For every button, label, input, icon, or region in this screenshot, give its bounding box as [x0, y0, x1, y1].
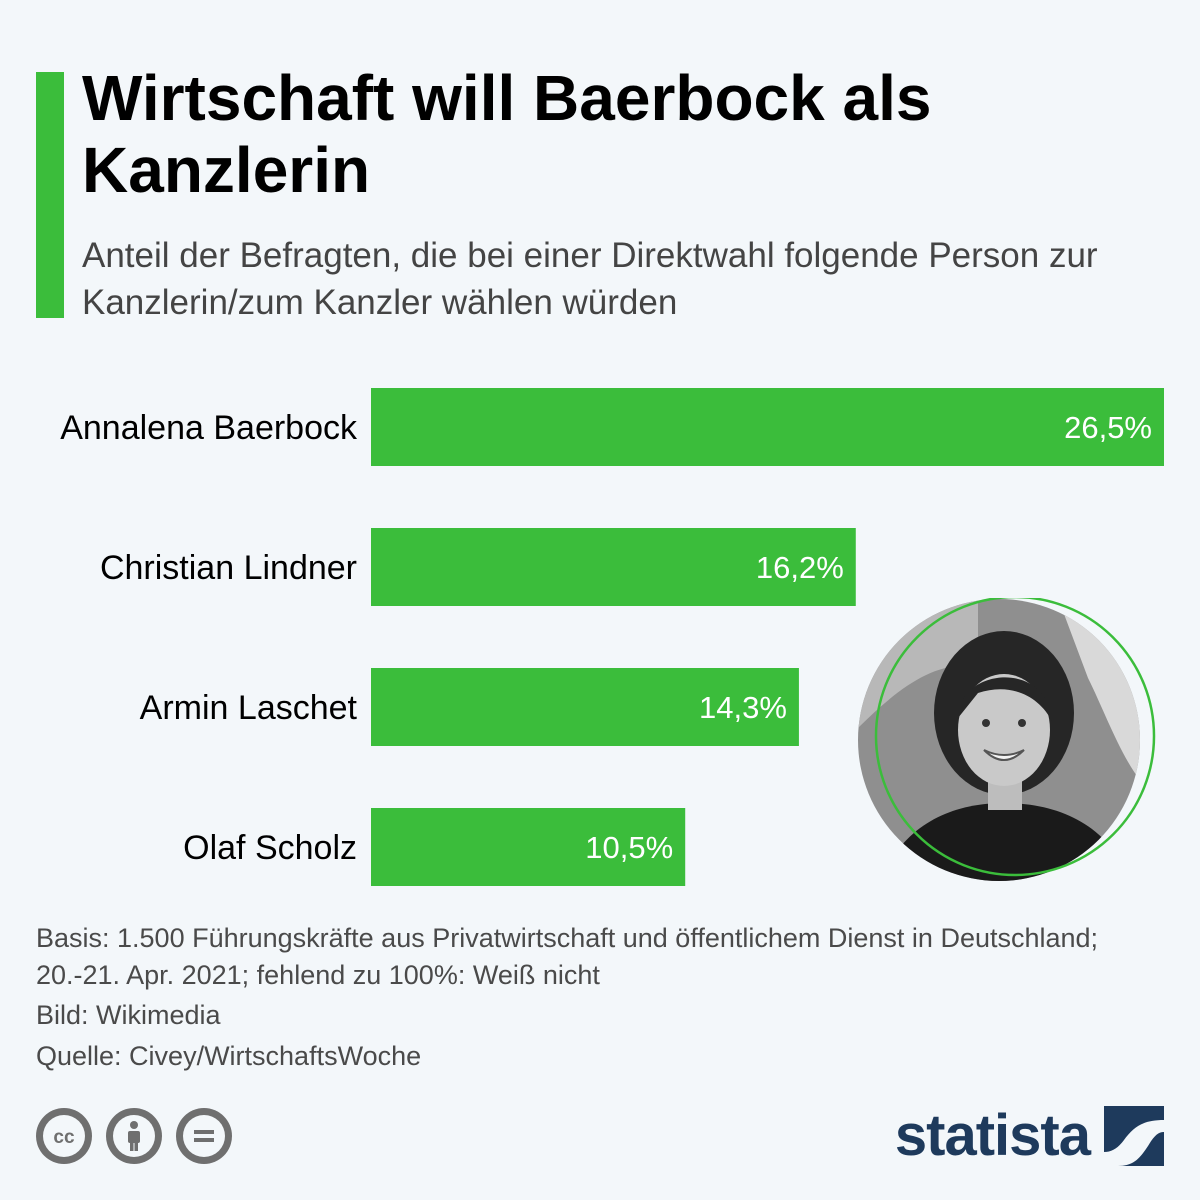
category-label: Annalena Baerbock — [60, 409, 358, 447]
brand-name: statista — [894, 1103, 1091, 1168]
no-derivatives-icon[interactable] — [176, 1108, 232, 1164]
basis-note: Basis: 1.500 Führungskräfte aus Privatwi… — [36, 923, 1099, 990]
category-label: Armin Laschet — [140, 689, 358, 727]
statista-logo[interactable]: statista — [895, 1102, 1164, 1169]
bar — [371, 528, 856, 606]
category-label: Olaf Scholz — [183, 829, 357, 867]
bar — [371, 808, 686, 886]
value-label: 26,5% — [1064, 410, 1152, 445]
svg-text:cc: cc — [53, 1127, 75, 1148]
license-icons: cc — [36, 1108, 232, 1164]
category-label: Christian Lindner — [100, 549, 357, 587]
chart-title: Wirtschaft will Baerbock als Kanzlerin — [82, 62, 932, 207]
creative-commons-icon[interactable]: cc — [36, 1108, 92, 1164]
chart-notes: Basis: 1.500 Führungskräfte aus Privatwi… — [36, 920, 1156, 1079]
portrait-photo — [858, 598, 1156, 881]
bar — [371, 388, 1164, 466]
image-credit: Bild: Wikimedia — [36, 1000, 221, 1031]
chart-subtitle: Anteil der Befragten, die bei einer Dire… — [82, 236, 1098, 323]
statista-logo-icon — [1104, 1105, 1164, 1166]
value-label: 10,5% — [585, 830, 673, 865]
source-note: Quelle: Civey/WirtschaftsWoche — [36, 1041, 422, 1072]
title-accent-bar — [36, 72, 64, 318]
attribution-icon[interactable] — [106, 1108, 162, 1164]
value-label: 16,2% — [756, 550, 844, 585]
bar — [371, 668, 799, 746]
value-label: 14,3% — [699, 690, 787, 725]
